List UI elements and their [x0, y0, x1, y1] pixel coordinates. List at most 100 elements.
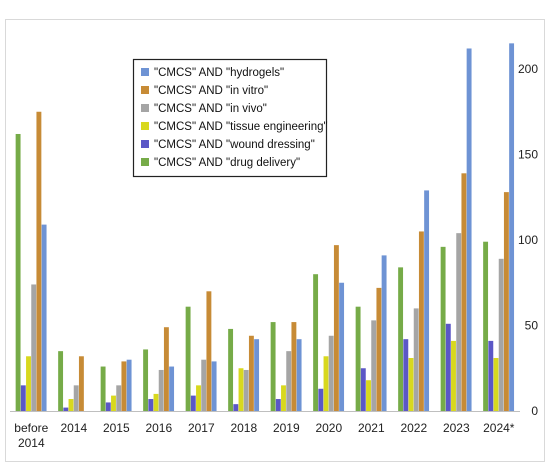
axis-layer: 0 50 100 150 200 before 2014 2014 2015 2016 2017 20… — [10, 62, 538, 450]
bar-cmcs-and-hydrogels-2017 — [211, 361, 217, 411]
bar-cmcs-and-wound-dressing-2019 — [275, 399, 281, 411]
bar-cmcs-and-wound-dressing-2021 — [360, 368, 366, 411]
bar-cmcs-and-wound-dressing-2015 — [105, 402, 111, 411]
bar-cmcs-and-tissue-engineering-2014 — [68, 399, 74, 411]
bar-cmcs-and-wound-dressing-2024 — [488, 340, 494, 411]
y-tick-label: 0 — [531, 404, 538, 418]
legend-label: "CMCS" AND "in vivo" — [154, 103, 267, 115]
bar-cmcs-and-drug-delivery-2023 — [440, 246, 446, 411]
legend: "CMCS" AND "hydrogels" "CMCS" AND "in vit… — [132, 58, 328, 178]
bar-cmcs-and-in-vivo-2018 — [243, 369, 249, 411]
x-tick-label: 2023 — [443, 421, 470, 435]
bar-cmcs-and-drug-delivery-2017 — [185, 306, 191, 411]
bar-cmcs-and-hydrogels-before-2014 — [41, 224, 47, 411]
legend-swatch — [141, 158, 149, 166]
bar-cmcs-and-tissue-engineering-2019 — [281, 385, 286, 411]
bar-cmcs-and-in-vivo-2021 — [371, 320, 377, 411]
bar-cmcs-and-in-vitro-2020 — [333, 245, 339, 411]
bar-cmcs-and-drug-delivery-2021 — [355, 306, 361, 411]
bar-group-2019 — [270, 322, 302, 411]
bar-cmcs-and-in-vitro-2022 — [418, 231, 424, 411]
bar-cmcs-and-in-vivo-before-2014 — [31, 284, 37, 411]
bar-cmcs-and-drug-delivery-2018 — [228, 328, 234, 411]
x-tick-label: 2020 — [315, 421, 342, 435]
bar-cmcs-and-tissue-engineering-before-2014 — [26, 356, 31, 411]
bar-cmcs-and-hydrogels-2020 — [339, 282, 345, 411]
bar-cmcs-and-tissue-engineering-2022 — [408, 357, 414, 411]
bar-cmcs-and-wound-dressing-2017 — [190, 395, 196, 411]
bar-cmcs-and-hydrogels-2018 — [254, 339, 260, 411]
x-tick-label: 2015 — [103, 421, 130, 435]
y-tick-label: 150 — [518, 148, 538, 162]
bar-cmcs-and-hydrogels-2019 — [296, 339, 302, 411]
legend-item-cmcs-and-in-vitro: "CMCS" AND "in vitro" — [141, 85, 268, 97]
bar-group-2023 — [440, 48, 472, 411]
bar-group-2017 — [185, 291, 217, 411]
bar-cmcs-and-hydrogels-2023 — [466, 48, 472, 411]
legend-item-cmcs-and-in-vivo: "CMCS" AND "in vivo" — [141, 103, 267, 115]
legend-label: "CMCS" AND "in vitro" — [154, 85, 268, 97]
legend-label: "CMCS" AND "drug delivery" — [154, 157, 300, 169]
bar-group-2024 — [483, 43, 515, 411]
legend-label: "CMCS" AND "hydrogels" — [154, 67, 284, 79]
x-tick-label: 2014 — [60, 421, 87, 435]
bar-cmcs-and-in-vitro-2015 — [121, 361, 127, 411]
legend-item-cmcs-and-drug-delivery: "CMCS" AND "drug delivery" — [141, 157, 300, 169]
bar-cmcs-and-tissue-engineering-2023 — [451, 340, 456, 411]
bar-cmcs-and-in-vitro-2014 — [78, 356, 84, 411]
bar-cmcs-and-in-vivo-2016 — [158, 369, 164, 411]
bar-cmcs-and-in-vivo-2017 — [201, 359, 207, 411]
y-tick-label: 50 — [525, 319, 539, 333]
bar-cmcs-and-drug-delivery-2014 — [58, 351, 64, 411]
bar-group-2014 — [58, 351, 84, 411]
legend-swatch — [141, 86, 149, 94]
bar-cmcs-and-wound-dressing-2023 — [445, 323, 451, 411]
legend-swatch — [141, 104, 149, 112]
bar-cmcs-and-in-vivo-2023 — [456, 233, 462, 411]
bar-group-2021 — [355, 255, 387, 411]
bar-cmcs-and-in-vivo-2020 — [328, 335, 334, 411]
bar-cmcs-and-drug-delivery-2019 — [270, 322, 276, 411]
x-tick-label: 2018 — [230, 421, 257, 435]
x-tick-label: 2022 — [400, 421, 427, 435]
bar-cmcs-and-hydrogels-2022 — [424, 190, 430, 411]
bar-cmcs-and-hydrogels-2015 — [126, 359, 132, 411]
bar-cmcs-and-wound-dressing-2022 — [403, 339, 409, 411]
legend-label: "CMCS" AND "wound dressing" — [154, 139, 315, 151]
bar-group-2015 — [100, 359, 132, 411]
bar-cmcs-and-in-vivo-2024 — [498, 258, 504, 411]
bar-cmcs-and-in-vivo-2014 — [73, 385, 79, 411]
x-tick-label: 2021 — [358, 421, 385, 435]
bar-cmcs-and-in-vitro-2017 — [206, 291, 212, 411]
bar-group-2018 — [228, 328, 260, 411]
bar-cmcs-and-wound-dressing-2016 — [148, 399, 154, 411]
bar-cmcs-and-tissue-engineering-2024 — [493, 357, 499, 411]
bar-cmcs-and-drug-delivery-2022 — [398, 267, 404, 411]
bar-cmcs-and-wound-dressing-2020 — [318, 388, 324, 411]
bar-cmcs-and-tissue-engineering-2017 — [196, 385, 201, 411]
bar-cmcs-and-in-vitro-2016 — [163, 327, 169, 411]
legend-swatch — [141, 122, 149, 130]
x-tick-label: before 2014 — [14, 421, 48, 450]
bar-cmcs-and-drug-delivery-2024 — [483, 241, 489, 411]
bar-cmcs-and-drug-delivery-before-2014 — [15, 133, 21, 412]
bar-cmcs-and-tissue-engineering-2021 — [366, 380, 371, 411]
x-tick-label: 2016 — [145, 421, 172, 435]
legend-label: "CMCS" AND "tissue engineering" — [154, 121, 328, 133]
bar-cmcs-and-drug-delivery-2016 — [143, 349, 149, 411]
bar-cmcs-and-in-vitro-2019 — [291, 322, 297, 411]
bar-cmcs-and-in-vivo-2019 — [286, 351, 292, 411]
x-tick-label: 2017 — [188, 421, 215, 435]
bar-cmcs-and-tissue-engineering-2016 — [153, 393, 159, 411]
bar-cmcs-and-in-vitro-2023 — [461, 173, 467, 411]
bar-cmcs-and-wound-dressing-before-2014 — [20, 385, 26, 411]
x-tick-label: 2024* — [483, 421, 515, 435]
bars-layer — [15, 43, 515, 412]
legend-item-cmcs-and-wound-dressing: "CMCS" AND "wound dressing" — [141, 139, 315, 151]
bar-cmcs-and-in-vivo-2022 — [413, 308, 419, 411]
bar-group-before-2014 — [15, 111, 47, 412]
bar-cmcs-and-in-vitro-2024 — [503, 192, 509, 411]
y-tick-label: 100 — [518, 233, 538, 247]
